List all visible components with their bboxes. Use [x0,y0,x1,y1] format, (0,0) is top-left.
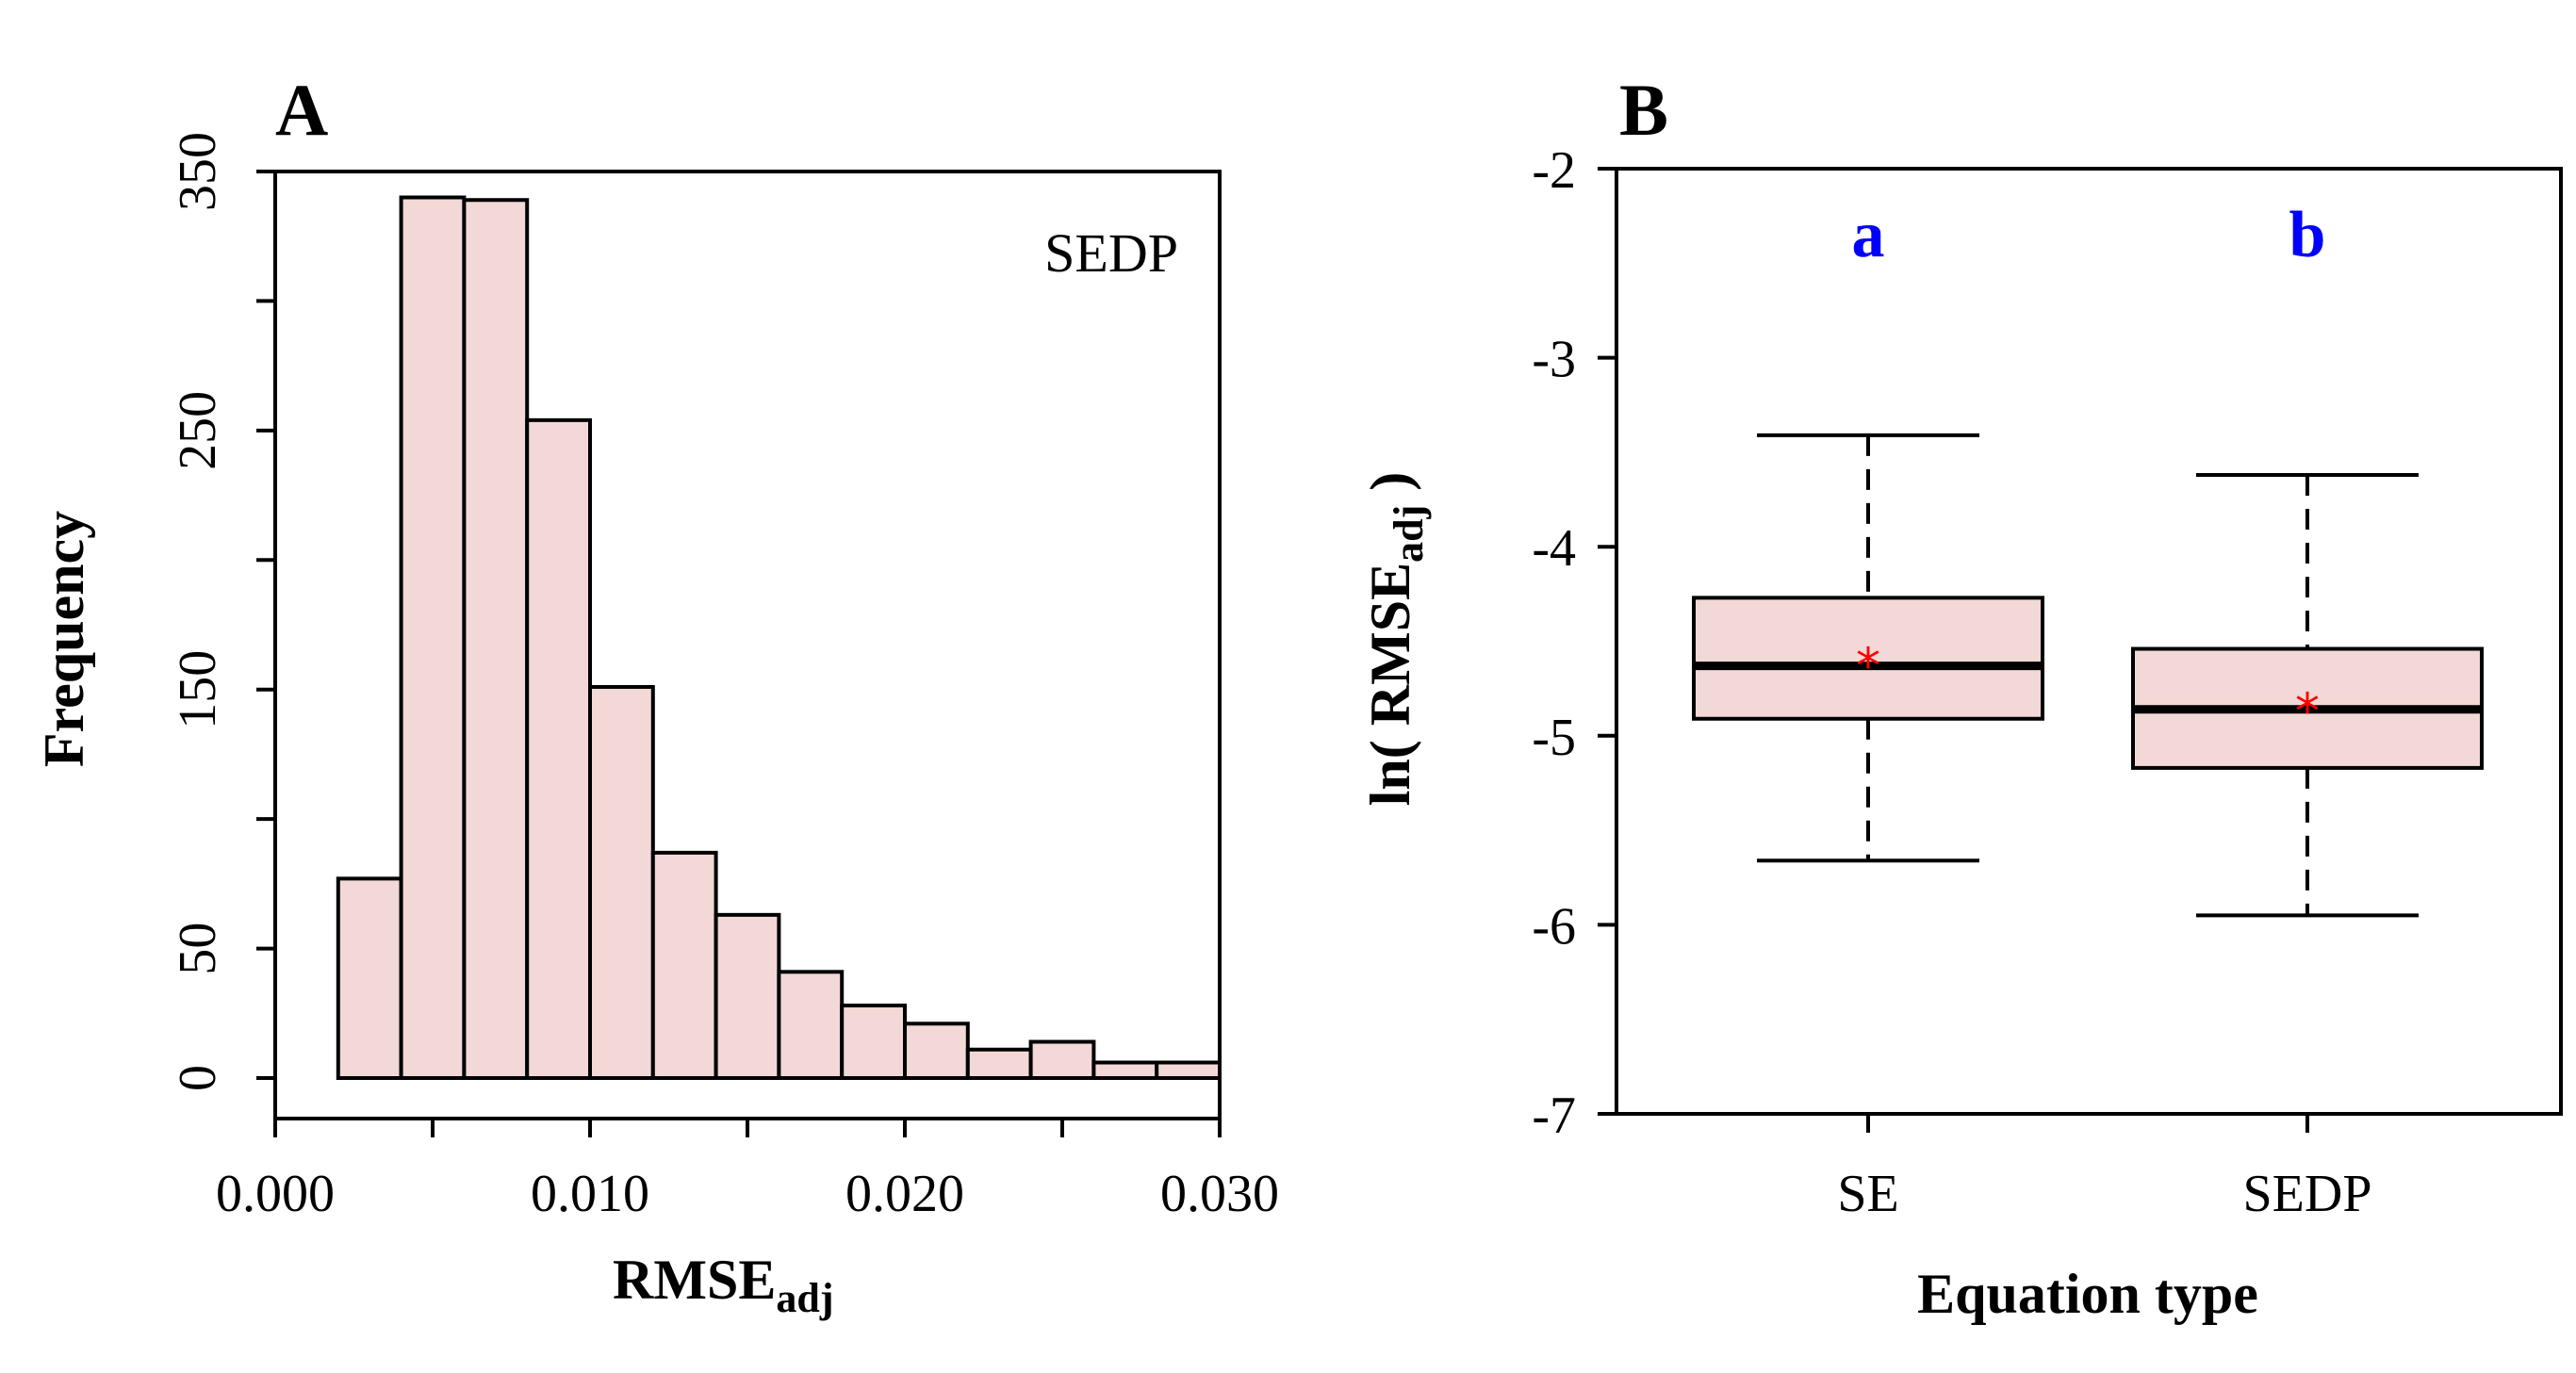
histogram-bars [336,195,1222,1081]
y-tick-label: 250 [169,391,227,470]
x-tick-label: 0.020 [845,1165,964,1223]
histogram-x-label: RMSEadj [613,1249,833,1321]
x-tick-label: 0.030 [1160,1165,1279,1223]
histogram-bar [588,684,655,1080]
histogram-bar [777,970,845,1081]
mean-marker: * [1856,639,1880,695]
histogram-bar [399,195,467,1080]
y-tick-label: -4 [1532,519,1576,578]
histogram-bar [1028,1039,1096,1081]
boxplot-boxes: * a * b [1692,199,2484,918]
x-tick-label: SEDP [2243,1165,2372,1223]
histogram-bar [336,876,403,1080]
boxplot-y-label-suffix: ) [1359,472,1421,505]
boxplot-y-label-prefix: ln( RMSE [1359,563,1421,806]
histogram-x-label-sub: adj [776,1275,833,1321]
x-tick-label: 0.000 [216,1165,335,1223]
histogram-bar [1091,1060,1159,1080]
boxplot-panel: B * a * b -2 -3 -4 -5 -6 -7 SE SEDP Equation type… [1359,69,2563,1325]
histogram-x-axis: 0.000 0.010 0.020 0.030 [216,1119,1279,1223]
y-tick-label: -5 [1532,709,1576,767]
panel-a-letter: A [275,69,328,151]
histogram-bar [840,1004,908,1081]
boxplot-x-label: Equation type [1917,1263,2258,1325]
y-tick-label: -3 [1532,331,1576,389]
histogram-y-axis: 0 50 150 250 350 [169,132,275,1091]
histogram-bar [525,417,593,1080]
histogram-x-label-main: RMSE [613,1249,776,1311]
panel-b-letter: B [1619,69,1668,151]
group-letter: b [2289,199,2326,271]
x-tick-label: SE [1837,1165,1898,1223]
boxplot-x-axis: SE SEDP [1837,1114,2371,1223]
y-tick-label: 150 [169,650,227,729]
boxplot-y-label: ln( RMSEadj ) [1359,472,1432,806]
boxplot-y-label-sub: adj [1386,505,1432,563]
mean-marker: * [2295,684,2320,741]
histogram-bar [650,850,718,1080]
histogram-bar [965,1047,1033,1081]
histogram-bar [903,1022,970,1081]
y-tick-label: -2 [1532,141,1576,200]
y-tick-label: 50 [169,923,227,975]
x-tick-label: 0.010 [531,1165,649,1223]
histogram-series-tag: SEDP [1044,222,1178,284]
y-tick-label: 350 [169,132,227,211]
y-tick-label: 0 [169,1065,227,1091]
histogram-bar [714,912,781,1081]
histogram-bar [462,198,530,1080]
y-tick-label: -7 [1532,1087,1576,1145]
box-iqr [1692,596,2044,721]
boxplot-y-axis: -2 -3 -4 -5 -6 -7 [1532,141,1616,1145]
y-tick-label: -6 [1532,897,1576,956]
histogram-bar [1155,1060,1222,1080]
histogram-y-label: Frequency [33,511,95,767]
group-letter: a [1852,199,1885,271]
histogram-panel: A SEDP 0.000 0.010 0.020 0.030 0 50 150 250 350… [33,69,1279,1321]
